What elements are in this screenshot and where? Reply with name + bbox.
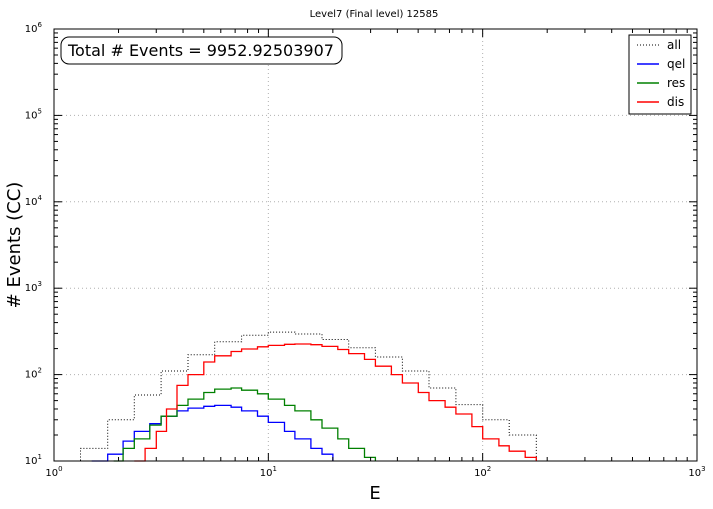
grid-lines: [54, 29, 697, 461]
series-line-all: [54, 331, 537, 462]
series-line-qel: [91, 404, 334, 462]
x-tick-label: 103: [688, 465, 705, 479]
x-tick-label: 101: [260, 465, 277, 479]
y-tick-label: 106: [25, 21, 43, 35]
legend-label-res: res: [667, 76, 685, 90]
annotation-box: [60, 36, 343, 65]
plot-frame: [53, 28, 698, 462]
annotation-text: Total # Events = 9952.92503907: [67, 41, 334, 60]
legend-box: [628, 34, 692, 115]
x-axis-label: E: [369, 483, 380, 504]
total-events-annotation: Total # Events = 9952.92503907: [60, 36, 343, 65]
y-tick-label: 105: [25, 107, 42, 121]
y-tick-label: 102: [25, 367, 42, 381]
y-tick-label: 101: [25, 453, 42, 467]
legend-label-dis: dis: [667, 95, 684, 109]
x-tick-label: 102: [474, 465, 491, 479]
series-line-dis: [134, 343, 537, 462]
series-lines: [54, 331, 537, 462]
y-tick-label: 103: [25, 280, 42, 294]
y-tick-label: 104: [25, 194, 43, 208]
legend-label-all: all: [667, 38, 681, 52]
axis-ticks: [53, 28, 698, 462]
y-axis-label: # Events (CC): [4, 182, 25, 309]
series-line-res: [113, 387, 377, 462]
chart-title: Level7 (Final level) 12585: [310, 9, 439, 20]
legend-label-qel: qel: [667, 57, 685, 71]
legend: all qel res dis: [628, 34, 692, 115]
x-tick-label: 100: [45, 465, 62, 479]
